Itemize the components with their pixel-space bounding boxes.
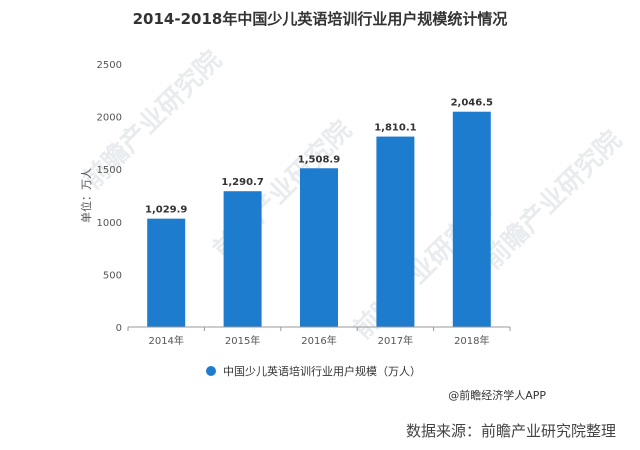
y-tick-label: 1500 (97, 165, 122, 176)
source-note: 数据来源：前瞻产业研究院整理 (405, 422, 616, 440)
y-tick-label: 2500 (97, 60, 122, 71)
bar (376, 136, 415, 327)
y-tick-label: 1000 (97, 218, 122, 229)
y-axis-label: 单位：万人 (79, 168, 93, 223)
credit-text: @前瞻经济学人APP (448, 389, 546, 402)
x-tick-label: 2017年 (378, 334, 413, 347)
bar (300, 168, 338, 327)
bar (147, 218, 186, 327)
bar (452, 111, 491, 328)
legend-swatch (206, 366, 216, 376)
y-tick-label: 0 (116, 323, 122, 334)
bar-value-label: 1,810.1 (374, 123, 416, 134)
x-tick-label: 2014年 (148, 334, 183, 347)
bar-value-label: 1,290.7 (221, 177, 263, 188)
bar (223, 191, 262, 327)
x-tick-label: 2016年 (301, 334, 336, 347)
bar-value-label: 2,046.5 (451, 98, 493, 109)
bar-value-label: 1,029.9 (145, 205, 187, 216)
y-tick-label: 500 (103, 270, 122, 281)
chart-title: 2014-2018年中国少儿英语培训行业用户规模统计情况 (132, 10, 508, 28)
y-tick-label: 2000 (97, 113, 122, 124)
x-tick-label: 2015年 (225, 334, 260, 347)
legend: 中国少儿英语培训行业用户规模（万人） (206, 363, 421, 379)
legend-label: 中国少儿英语培训行业用户规模（万人） (223, 365, 421, 378)
x-tick-label: 2018年 (454, 334, 489, 347)
bar-value-label: 1,508.9 (298, 154, 340, 165)
